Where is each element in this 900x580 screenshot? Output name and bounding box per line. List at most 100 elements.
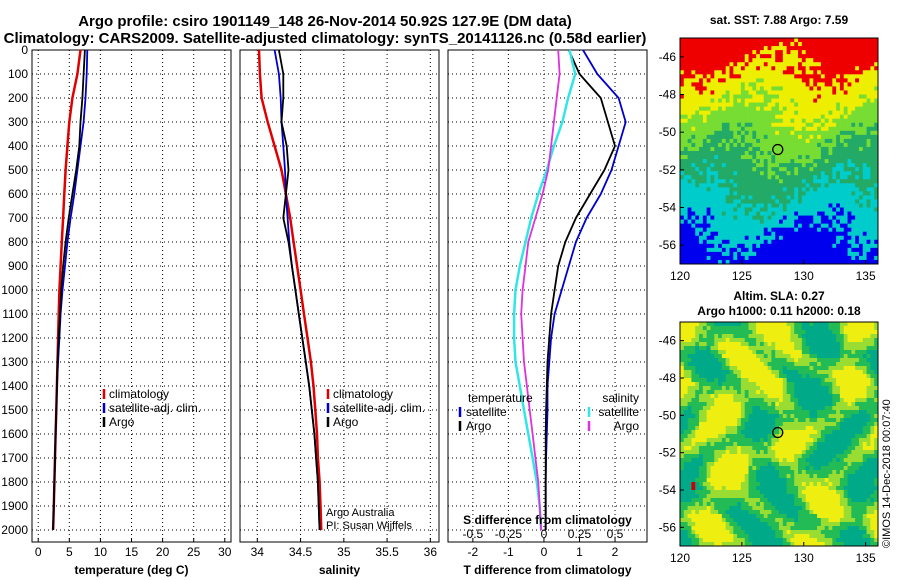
map-cell (702, 422, 708, 427)
map-cell (828, 394, 833, 399)
map-cell (866, 322, 871, 327)
map-cell (775, 58, 780, 63)
map-cell (737, 406, 742, 411)
map-cell (702, 438, 708, 443)
map-cell (820, 219, 826, 225)
map-cell (798, 86, 803, 91)
map-cell (775, 243, 780, 249)
map-cell (817, 151, 822, 156)
map-cell (702, 334, 708, 339)
map-cell (725, 362, 730, 367)
map-cell (771, 167, 776, 172)
map-cell (687, 66, 692, 71)
map-cell (855, 243, 860, 249)
map-cell (843, 106, 848, 112)
map-cell (771, 450, 776, 455)
map-cell (824, 231, 829, 237)
map-cell (858, 358, 864, 363)
map-cell (756, 223, 761, 229)
map-cell (839, 199, 845, 204)
map-cell (721, 195, 727, 200)
map-cell (729, 438, 734, 443)
map-cell (858, 203, 864, 208)
map-cell (729, 406, 734, 411)
map-cell (695, 118, 700, 124)
map-cell (706, 422, 711, 427)
map-cell (836, 322, 841, 327)
map-cell (702, 398, 708, 403)
map-cell (695, 191, 700, 196)
map-cell (851, 102, 856, 108)
map-cell (687, 243, 692, 249)
map-cell (832, 378, 837, 383)
map-cell (763, 211, 768, 216)
map-cell (862, 219, 867, 225)
map-cell (813, 366, 818, 371)
legend-entry: Argo (466, 419, 492, 433)
map-cell (744, 386, 749, 391)
map-cell (786, 142, 791, 148)
map-cell (691, 255, 696, 261)
map-cell (836, 110, 841, 116)
map-cell (851, 78, 856, 83)
map-cell (710, 434, 715, 439)
map-cell (870, 454, 875, 459)
map-cell (714, 195, 719, 200)
map-cell (851, 350, 856, 355)
map-cell (744, 90, 749, 95)
map-cell (721, 410, 727, 415)
map-cell (843, 98, 848, 103)
map-cell (744, 126, 749, 132)
map-cell (767, 110, 772, 116)
map-cell (847, 227, 852, 233)
map-cell (763, 38, 768, 43)
depth-tick-label: 800 (8, 235, 28, 249)
map-cell (737, 247, 742, 253)
map-cell (695, 171, 700, 176)
map-cell (862, 350, 867, 355)
map-cell (839, 151, 845, 156)
map-cell (718, 394, 723, 399)
map-cell (847, 122, 852, 128)
map-cell (775, 330, 780, 335)
map-cell (695, 442, 700, 447)
map-cell (718, 382, 723, 387)
map-cell (805, 386, 810, 391)
map-cell (828, 151, 833, 156)
map-cell (744, 442, 749, 447)
map-cell (756, 102, 761, 108)
map-cell (733, 207, 738, 212)
map-cell (740, 410, 746, 415)
map-cell (866, 78, 871, 83)
map-cell (714, 426, 719, 431)
map-cell (680, 454, 685, 459)
map-cell (687, 346, 692, 351)
map-cell (687, 78, 692, 83)
map-cell (702, 54, 708, 59)
map-cell (798, 430, 803, 435)
map-cell (740, 418, 746, 423)
map-cell (691, 223, 696, 229)
map-cell (702, 338, 708, 343)
map-cell (874, 142, 879, 148)
map-cell (737, 38, 742, 43)
map-cell (763, 130, 768, 136)
map-cell (721, 259, 727, 265)
map-cell (718, 46, 723, 51)
map-cell (847, 70, 852, 75)
map-cell (771, 247, 776, 253)
map-cell (775, 118, 780, 124)
map-cell (744, 46, 749, 51)
map-cell (687, 434, 692, 439)
map-cell (725, 342, 730, 347)
map-cell (832, 235, 837, 241)
map-cell (851, 163, 856, 168)
map-cell (820, 231, 826, 237)
map-cell (862, 334, 867, 339)
map-cell (695, 462, 700, 467)
map-cell (748, 390, 753, 395)
map-cell (858, 38, 864, 43)
map-cell (691, 179, 696, 184)
map-cell (790, 458, 795, 463)
map-cell (687, 374, 692, 379)
